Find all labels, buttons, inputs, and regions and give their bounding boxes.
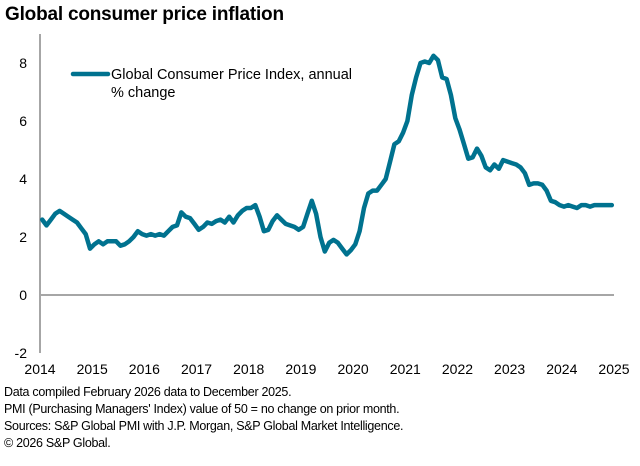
- x-tick-labels: 2014 2015 2016 2017 2018 2019 2020 2021 2022 2023…: [24, 361, 629, 377]
- y-tick-label: 6: [19, 113, 27, 129]
- footnote-pmi-definition: PMI (Purchasing Managers' Index) value o…: [4, 402, 400, 416]
- footnote-data-compiled: Data compiled February 2026 data to Dece…: [4, 385, 292, 399]
- x-tick-label: 2021: [390, 361, 421, 377]
- x-tick-label: 2015: [77, 361, 108, 377]
- x-tick-label: 2017: [181, 361, 212, 377]
- x-tick-label: 2024: [546, 361, 577, 377]
- x-tick-label: 2025: [598, 361, 629, 377]
- y-tick-label: 4: [19, 171, 27, 187]
- y-tick-label: 0: [19, 287, 27, 303]
- x-tick-label: 2018: [233, 361, 264, 377]
- x-tick-label: 2022: [442, 361, 473, 377]
- x-tick-label: 2014: [24, 361, 55, 377]
- footnote-copyright: © 2026 S&P Global.: [4, 436, 111, 450]
- x-tick-label: 2019: [285, 361, 316, 377]
- footnote-sources: Sources: S&P Global PMI with J.P. Morgan…: [4, 419, 404, 433]
- y-tick-label: -2: [15, 345, 28, 361]
- x-tick-label: 2023: [494, 361, 525, 377]
- y-tick-labels: -2 0 2 4 6 8: [15, 55, 28, 361]
- legend: Global Consumer Price Index, annual % ch…: [70, 67, 352, 101]
- y-tick-label: 8: [19, 55, 27, 71]
- chart-title: Global consumer price inflation: [5, 4, 284, 25]
- series-line-global-cpi: [39, 53, 615, 257]
- footnotes: Data compiled February 2026 data to Dece…: [4, 384, 403, 452]
- legend-label-line2: % change: [111, 85, 176, 101]
- axes: [39, 34, 614, 353]
- legend-label-line1: Global Consumer Price Index, annual: [111, 67, 352, 83]
- x-tick-label: 2020: [338, 361, 369, 377]
- x-tick-label: 2016: [129, 361, 160, 377]
- y-tick-label: 2: [19, 229, 27, 245]
